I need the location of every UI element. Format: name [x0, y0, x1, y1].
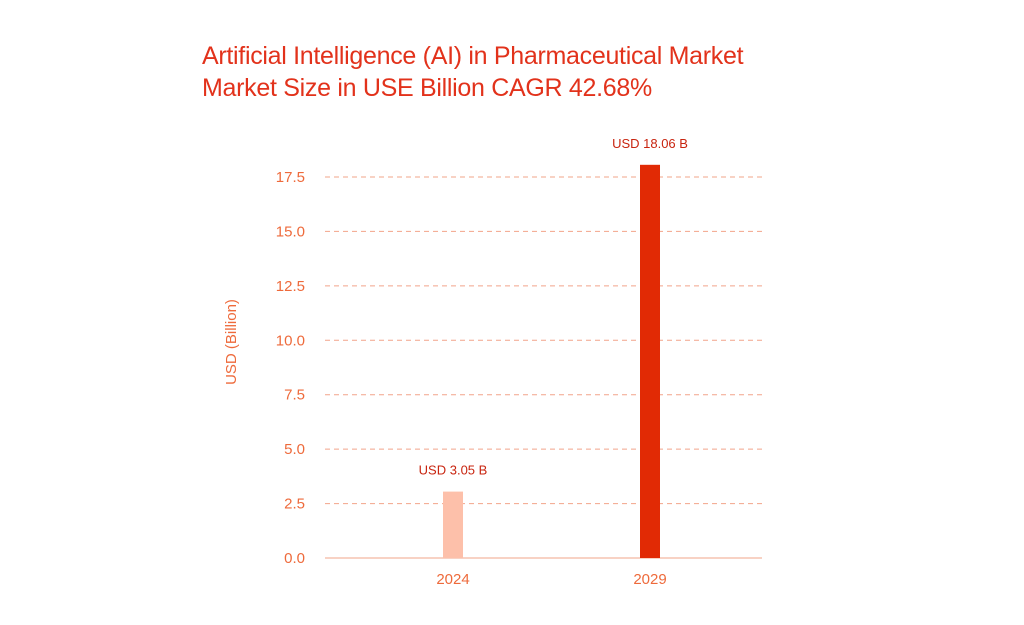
chart-title: Artificial Intelligence (AI) in Pharmace… — [202, 42, 744, 70]
y-tick-label: 12.5 — [276, 278, 305, 295]
y-tick-label: 7.5 — [284, 387, 305, 404]
y-axis-title: USD (Billion) — [223, 299, 240, 385]
data-label-2024: USD 3.05 B — [419, 463, 488, 478]
data-label-2029: USD 18.06 B — [612, 136, 688, 151]
data-labels: USD 3.05 B USD 18.06 B — [419, 136, 688, 478]
x-axis-ticks: 2024 2029 — [436, 571, 666, 588]
bar-2024 — [443, 491, 463, 558]
y-tick-label: 15.0 — [276, 223, 305, 240]
chart-subtitle: Market Size in USE Billion CAGR 42.68% — [202, 74, 652, 102]
y-axis-ticks: 0.0 2.5 5.0 7.5 10.0 12.5 15.0 17.5 — [276, 169, 305, 567]
y-tick-label: 10.0 — [276, 332, 305, 349]
y-tick-label: 5.0 — [284, 441, 305, 458]
x-tick-label-2024: 2024 — [436, 571, 469, 588]
y-tick-label: 0.0 — [284, 550, 305, 567]
chart-title-block: Artificial Intelligence (AI) in Pharmace… — [202, 40, 962, 104]
y-tick-label: 17.5 — [276, 169, 305, 186]
bar-2029 — [640, 164, 660, 559]
bars — [443, 164, 660, 559]
x-tick-label-2029: 2029 — [633, 571, 666, 588]
gridlines — [325, 176, 762, 559]
y-tick-label: 2.5 — [284, 496, 305, 513]
